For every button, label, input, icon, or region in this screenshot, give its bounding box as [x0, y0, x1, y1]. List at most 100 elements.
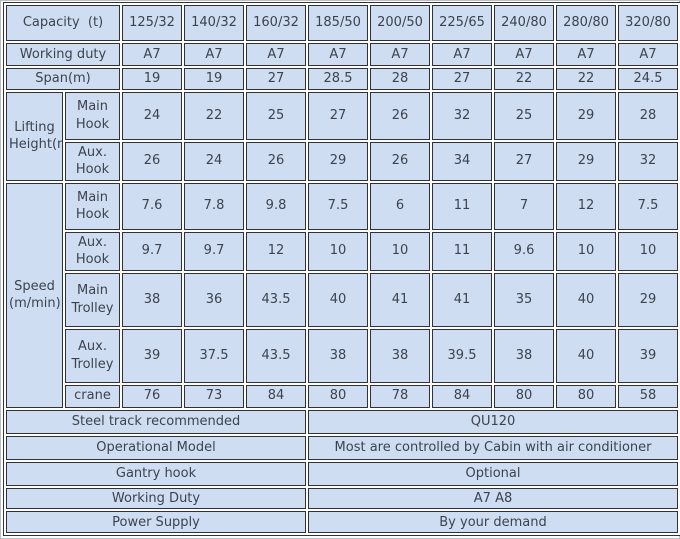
footer-value-cell: Most are controlled by Cabin with air co…: [308, 435, 679, 460]
value-cell-lifting: 32: [432, 91, 493, 140]
value-cell-speed: 84: [246, 384, 307, 408]
table-row: Aux. Trolley 39 37.5 43.5 38 38 39.5 38 40 39: [6, 328, 679, 383]
value-cell-speed: 80: [308, 384, 369, 408]
value-cell-speed: 7.5: [618, 182, 679, 230]
value-cell-working-duty: A7: [122, 43, 183, 66]
value-cell-speed: 38: [122, 272, 183, 327]
value-cell-lifting: 27: [308, 91, 369, 140]
table-row: Power Supply By your demand: [6, 511, 679, 534]
footer-value-cell: QU120: [308, 409, 679, 434]
value-cell-lifting: 26: [122, 141, 183, 181]
value-cell-working-duty: A7: [432, 43, 493, 66]
value-cell-span: 28: [370, 68, 431, 90]
table-row: Steel track recommended QU120: [6, 409, 679, 434]
value-cell-span: 22: [556, 68, 617, 90]
value-cell-lifting: 29: [308, 141, 369, 181]
value-cell-span: 19: [184, 68, 245, 90]
value-cell-speed: 11: [432, 182, 493, 230]
value-cell-lifting: 29: [556, 141, 617, 181]
value-cell-speed: 6: [370, 182, 431, 230]
value-cell-span: 28.5: [308, 68, 369, 90]
table-row: Span(m) 19 19 27 28.5 28 27 22 22 24.5: [6, 68, 679, 90]
model-header-cell: 140/32: [184, 5, 245, 41]
value-cell-speed: 10: [370, 231, 431, 271]
footer-label-cell: Steel track recommended: [6, 409, 307, 434]
value-cell-working-duty: A7: [618, 43, 679, 66]
table-row: crane 76 73 84 80 78 84 80 80 58: [6, 384, 679, 408]
footer-value-cell: A7 A8: [308, 487, 679, 510]
sub-label-cell: crane: [65, 384, 121, 408]
value-cell-speed: 9.7: [122, 231, 183, 271]
row-label-working-duty: Working duty: [6, 43, 121, 66]
value-cell-speed: 7.8: [184, 182, 245, 230]
value-cell-speed: 11: [432, 231, 493, 271]
value-cell-speed: 29: [618, 272, 679, 327]
sub-label-cell: Main Hook: [65, 182, 121, 230]
value-cell-speed: 39.5: [432, 328, 493, 383]
value-cell-speed: 80: [556, 384, 617, 408]
table-row: Lifting Height(m)Main Hook24222527263225…: [6, 91, 679, 181]
value-cell-speed: 78: [370, 384, 431, 408]
value-cell-speed: 38: [494, 328, 555, 383]
value-cell-lifting: 29: [556, 91, 617, 140]
value-cell-speed: 40: [556, 272, 617, 327]
value-cell-lifting: 25: [246, 91, 307, 140]
model-header-cell: 240/80: [494, 5, 555, 41]
value-cell-speed: 41: [370, 272, 431, 327]
sub-label-cell: Aux. Trolley: [65, 328, 121, 383]
model-header-cell: 125/32: [122, 5, 183, 41]
sub-label-cell: Main Trolley: [65, 272, 121, 327]
model-header-cell: 225/65: [432, 5, 493, 41]
footer-label-cell: Operational Model: [6, 435, 307, 460]
value-cell-lifting: 25: [494, 91, 555, 140]
model-header-cell: 185/50: [308, 5, 369, 41]
value-cell-lifting: 22: [184, 91, 245, 140]
value-cell-speed: 38: [308, 328, 369, 383]
value-cell-speed: 40: [308, 272, 369, 327]
value-cell-speed: 10: [308, 231, 369, 271]
value-cell-speed: 9.7: [184, 231, 245, 271]
sub-label-cell: Main Hook: [65, 91, 121, 140]
value-cell-speed: 12: [556, 182, 617, 230]
value-cell-speed: 37.5: [184, 328, 245, 383]
footer-value-cell: Optional: [308, 461, 679, 486]
value-cell-span: 27: [432, 68, 493, 90]
value-cell-lifting: 26: [246, 141, 307, 181]
group-label-lifting-height: Lifting Height(m): [6, 91, 63, 181]
table-row: Working duty A7 A7 A7 A7 A7 A7 A7 A7 A7: [6, 43, 679, 66]
value-cell-speed: 43.5: [246, 272, 307, 327]
value-cell-speed: 7.5: [308, 182, 369, 230]
value-cell-lifting: 28: [618, 91, 679, 140]
footer-value-cell: By your demand: [308, 511, 679, 534]
value-cell-speed: 38: [370, 328, 431, 383]
value-cell-speed: 10: [556, 231, 617, 271]
value-cell-speed: 39: [618, 328, 679, 383]
table-row: Capacity (t) 125/32 140/32 160/32 185/50 200/…: [6, 5, 679, 41]
value-cell-speed: 73: [184, 384, 245, 408]
value-cell-speed: 7: [494, 182, 555, 230]
model-header-cell: 280/80: [556, 5, 617, 41]
footer-label-cell: Working Duty: [6, 487, 307, 510]
value-cell-speed: 36: [184, 272, 245, 327]
table-row: Working Duty A7 A8: [6, 487, 679, 510]
group-label-speed: Speed (m/min): [6, 182, 63, 408]
value-cell-speed: 12: [246, 231, 307, 271]
footer-label-cell: Gantry hook: [6, 461, 307, 486]
value-cell-working-duty: A7: [308, 43, 369, 66]
model-header-cell: 200/50: [370, 5, 431, 41]
table-row: Speed (m/min) Main Hook 7.6 7.8 9.8 7.5 6 11 7 12…: [6, 182, 679, 408]
value-cell-lifting: 26: [370, 91, 431, 140]
value-cell-speed: 9.8: [246, 182, 307, 230]
value-cell-span: 19: [122, 68, 183, 90]
value-cell-span: 24.5: [618, 68, 679, 90]
value-cell-lifting: 32: [618, 141, 679, 181]
table-row: Aux. Hook 9.7 9.7 12 10 10 11 9.6 10 10: [6, 231, 679, 271]
value-cell-lifting: 34: [432, 141, 493, 181]
value-cell-speed: 43.5: [246, 328, 307, 383]
value-cell-speed: 10: [618, 231, 679, 271]
crane-spec-table: Capacity (t) 125/32 140/32 160/32 185/50 200/…: [3, 2, 680, 537]
value-cell-speed: 35: [494, 272, 555, 327]
value-cell-speed: 9.6: [494, 231, 555, 271]
value-cell-speed: 76: [122, 384, 183, 408]
model-header-cell: 160/32: [246, 5, 307, 41]
